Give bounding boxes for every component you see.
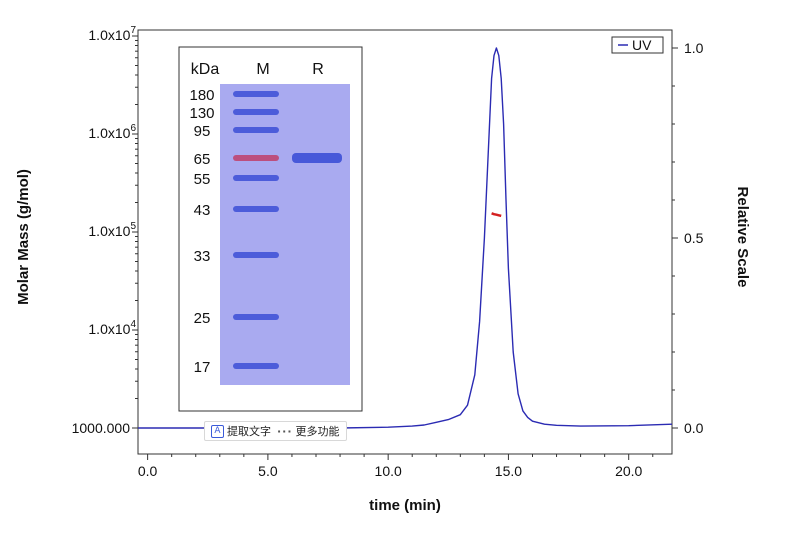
left-axis: 1000.000 1.0x104 1.0x105 1.0x106 1.0x107 (72, 25, 138, 436)
extract-text-label: 提取文字 (227, 425, 271, 438)
text-scan-icon: A (211, 424, 224, 438)
gel-marker-label: 25 (194, 310, 211, 327)
series-group (138, 47, 673, 429)
more-features-label: 更多功能 (295, 425, 340, 438)
x-tick-label: 10.0 (375, 463, 402, 479)
gel-marker-label: 65 (194, 151, 211, 168)
gel-lane-area (220, 84, 350, 385)
extract-text-button[interactable]: A 提取文字 (211, 423, 271, 439)
gel-marker-band (233, 206, 279, 212)
left-tick-label: 1.0x104 (88, 319, 136, 337)
gel-marker-label: 95 (194, 123, 211, 140)
gel-header-marker: M (256, 61, 269, 78)
gel-marker-label: 55 (194, 171, 211, 188)
legend-label-uv: UV (632, 37, 652, 53)
right-axis-title: Relative Scale (734, 187, 751, 288)
gel-marker-band (233, 175, 279, 181)
gel-marker-band (233, 91, 279, 97)
x-tick-label: 20.0 (615, 463, 642, 479)
overlay-toolbar: A 提取文字 ··· 更多功能 (204, 421, 347, 441)
gel-marker-band (233, 155, 279, 161)
gel-sample-band (292, 153, 342, 163)
x-tick-label: 0.0 (138, 463, 158, 479)
gel-marker-label: 130 (189, 105, 214, 122)
legend-box (611, 36, 664, 54)
x-tick-label: 5.0 (258, 463, 278, 479)
gel-marker-band (233, 363, 279, 369)
right-axis: 0.0 0.5 1.0 (672, 40, 704, 436)
series-line-molar-mass (491, 212, 502, 218)
right-tick-label: 0.5 (684, 230, 704, 246)
left-tick-label: 1000.000 (72, 420, 131, 436)
gel-header-sample: R (312, 61, 324, 78)
left-axis-title: Molar Mass (g/mol) (15, 169, 32, 305)
plot-frame (137, 29, 673, 455)
gel-marker-label: 33 (194, 248, 211, 265)
gel-header-kda: kDa (191, 61, 220, 78)
gel-marker-label: 17 (194, 359, 211, 376)
gel-marker-band (233, 127, 279, 133)
more-dots-icon: ··· (277, 424, 293, 438)
left-tick-label: 1.0x107 (88, 25, 136, 43)
left-tick-label: 1.0x105 (88, 221, 136, 239)
legend: UV (611, 36, 664, 54)
x-axis-title: time (min) (369, 497, 441, 514)
gel-marker-band (233, 314, 279, 320)
gel-marker-label: 180 (189, 87, 214, 104)
left-tick-label: 1.0x106 (88, 123, 136, 141)
x-axis: 0.0 5.0 10.0 15.0 20.0 (138, 454, 654, 479)
gel-marker-band (233, 252, 279, 258)
series-line-uv (138, 47, 673, 429)
more-features-button[interactable]: ··· 更多功能 (277, 423, 340, 439)
gel-marker-label: 43 (194, 202, 211, 219)
x-tick-label: 15.0 (495, 463, 522, 479)
right-tick-label: 0.0 (684, 420, 704, 436)
right-tick-label: 1.0 (684, 40, 704, 56)
gel-marker-band (233, 109, 279, 115)
